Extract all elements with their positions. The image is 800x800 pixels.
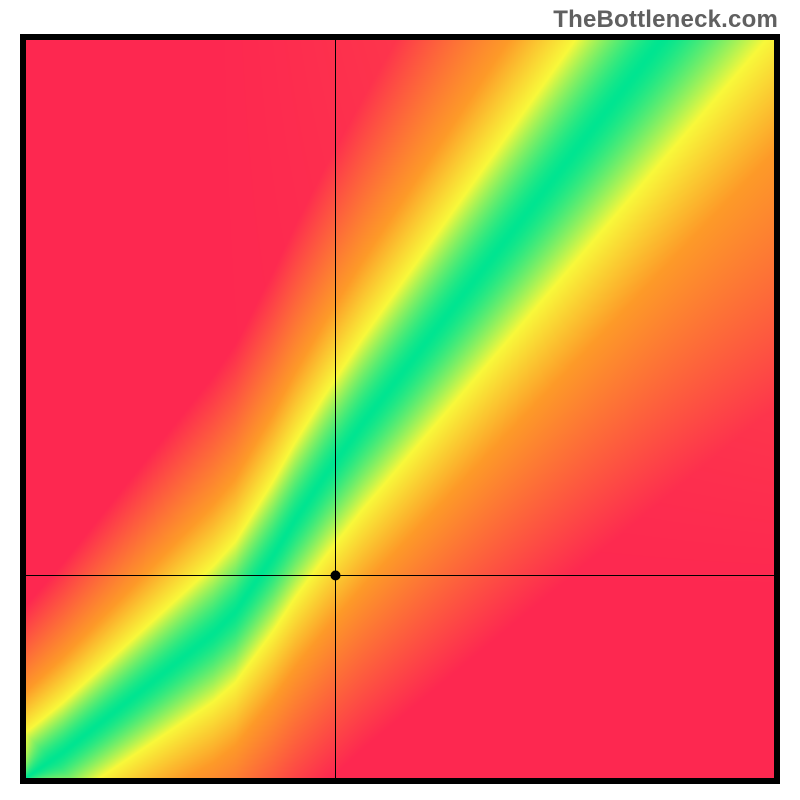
watermark-label: TheBottleneck.com — [553, 6, 778, 34]
chart-frame — [20, 34, 780, 784]
chart-container: TheBottleneck.com — [0, 0, 800, 800]
bottleneck-heatmap — [26, 40, 774, 778]
